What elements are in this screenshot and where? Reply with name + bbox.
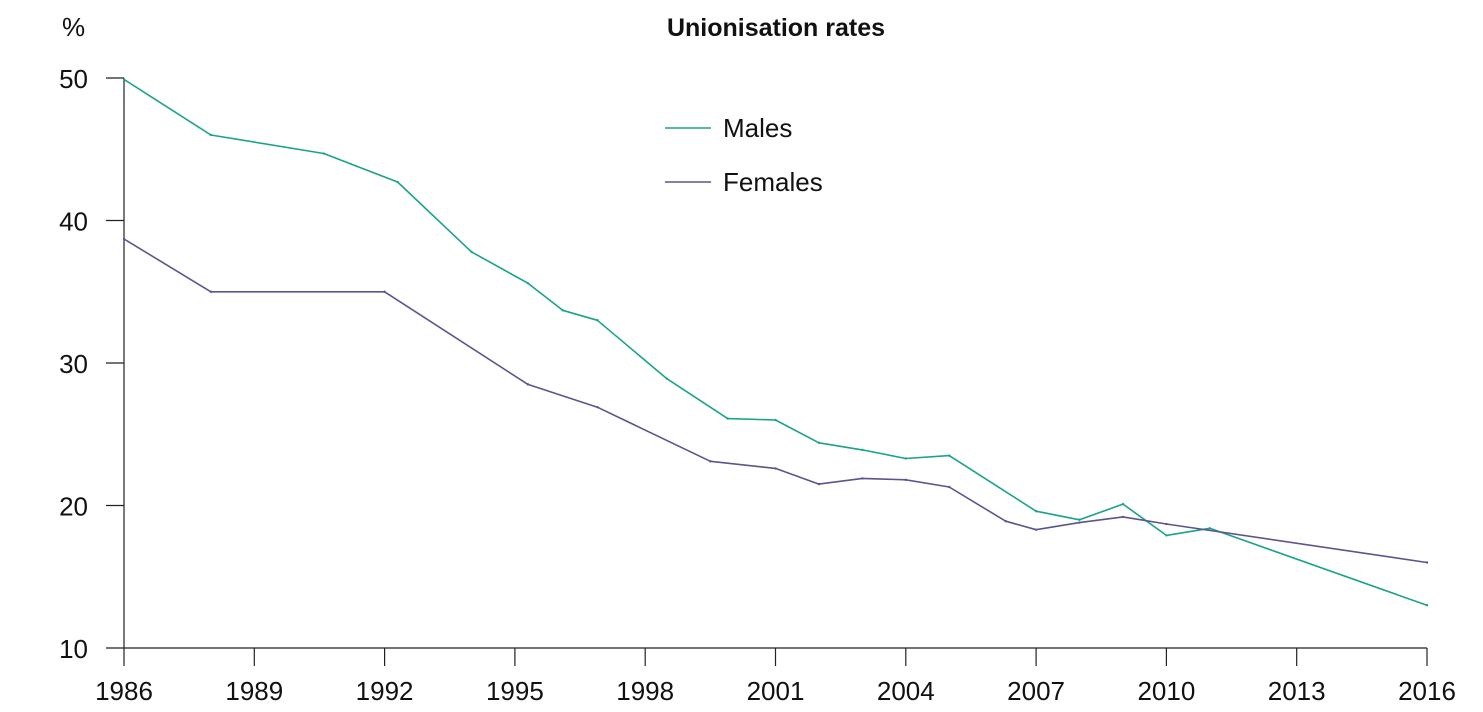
chart-title: Unionisation rates xyxy=(667,14,885,42)
series-group xyxy=(122,78,1429,607)
data-point-males xyxy=(1425,604,1429,607)
y-tick-label: 40 xyxy=(59,207,88,237)
x-tick-label: 1998 xyxy=(616,676,674,706)
data-point-males xyxy=(861,448,864,452)
legend: Males Females xyxy=(665,113,823,197)
data-point-females xyxy=(1034,528,1038,531)
data-point-males xyxy=(1121,502,1125,506)
data-point-males xyxy=(122,78,126,81)
data-point-females xyxy=(1121,515,1125,519)
data-point-females xyxy=(383,290,386,293)
x-tick-label: 2013 xyxy=(1268,676,1326,706)
data-point-males xyxy=(209,133,213,137)
data-point-females xyxy=(209,290,213,293)
series-line-males xyxy=(123,78,1428,607)
data-point-males xyxy=(1208,527,1212,530)
data-point-males xyxy=(1165,534,1168,537)
data-point-males xyxy=(1078,518,1081,521)
data-point-males xyxy=(470,250,473,254)
x-tick-label: 2007 xyxy=(1007,676,1065,706)
y-tick-label: 30 xyxy=(59,349,88,379)
x-ticks: 1986 1989 1992 1995 1998 2001 2004 2007 2010 2013… xyxy=(95,648,1456,706)
data-point-males xyxy=(322,152,325,155)
legend-label-females: Females xyxy=(723,167,823,197)
x-tick-label: 1986 xyxy=(95,676,153,706)
data-point-females xyxy=(1078,521,1081,524)
data-point-males xyxy=(817,441,821,444)
x-tick-label: 2004 xyxy=(877,676,935,706)
data-point-females xyxy=(1004,519,1007,523)
data-point-males xyxy=(526,282,530,285)
data-point-females xyxy=(861,477,864,480)
data-point-males xyxy=(726,417,729,420)
data-point-females xyxy=(774,467,777,470)
x-tick-label: 1989 xyxy=(225,676,283,706)
data-point-females xyxy=(948,485,951,489)
x-tick-label: 1995 xyxy=(486,676,544,706)
data-point-males xyxy=(948,454,951,457)
data-point-females xyxy=(1165,522,1168,526)
x-tick-label: 2001 xyxy=(747,676,805,706)
legend-label-males: Males xyxy=(723,113,792,143)
y-tick-label: 10 xyxy=(59,634,88,664)
x-tick-label: 1992 xyxy=(356,676,414,706)
y-tick-label: 50 xyxy=(59,64,88,94)
y-tick-label: 20 xyxy=(59,492,88,522)
data-point-males xyxy=(596,319,599,322)
data-point-females xyxy=(817,482,821,486)
data-point-females xyxy=(904,478,907,482)
x-tick-label: 2010 xyxy=(1137,676,1195,706)
axes xyxy=(123,78,1427,649)
data-point-females xyxy=(1425,561,1429,564)
y-axis-unit-label: % xyxy=(62,12,85,42)
data-point-males xyxy=(561,309,564,312)
data-point-males xyxy=(774,418,777,422)
data-point-females xyxy=(709,460,712,463)
data-point-females xyxy=(596,405,599,409)
y-ticks: 10 20 30 40 50 xyxy=(59,64,124,664)
data-point-males xyxy=(396,180,399,184)
series-line-females xyxy=(123,238,1428,564)
data-point-males xyxy=(904,457,907,460)
data-point-males xyxy=(665,377,669,380)
data-point-males xyxy=(1034,510,1038,513)
x-tick-label: 2016 xyxy=(1398,676,1456,706)
data-point-females xyxy=(122,237,126,241)
data-point-females xyxy=(526,383,530,386)
